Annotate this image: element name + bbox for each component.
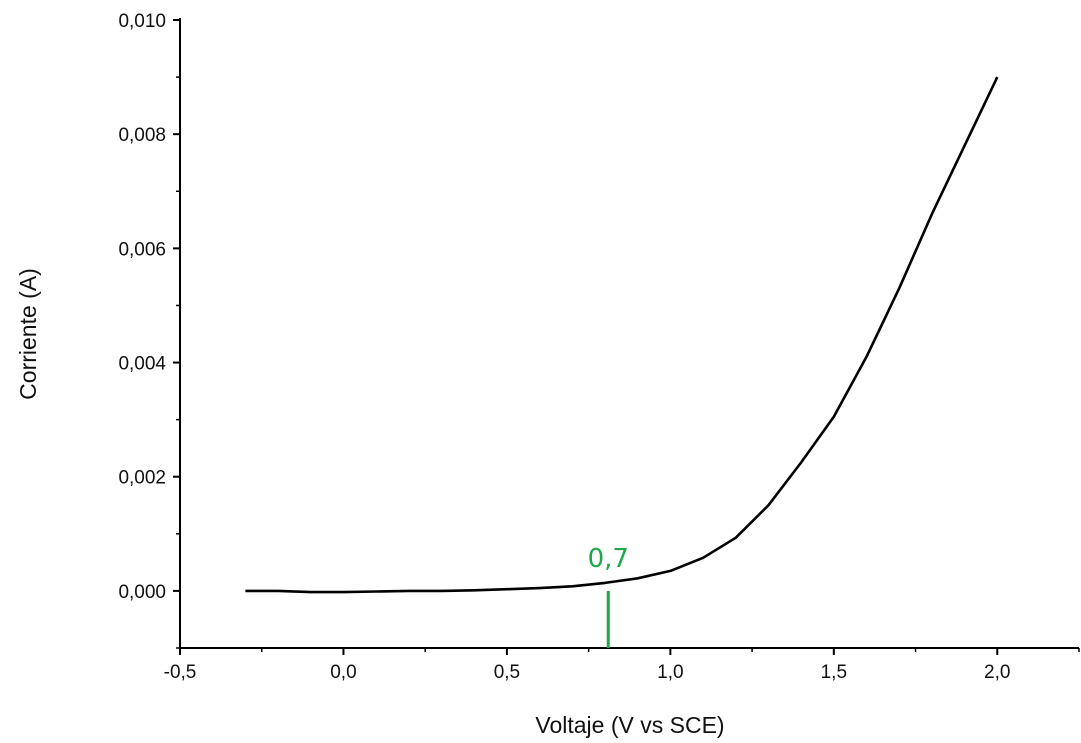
y-tick-label: 0,010 [118, 11, 166, 32]
x-tick-label: 2,0 [984, 662, 1010, 683]
y-axis-title: Corriente (A) [15, 268, 41, 400]
y-tick-label: 0,006 [118, 239, 166, 260]
x-axis-title: Voltaje (V vs SCE) [535, 712, 724, 738]
x-tick-label: 0,5 [494, 662, 520, 683]
annotation-label: 0,7 [588, 544, 629, 574]
series-layer [245, 76, 999, 594]
x-tick-label: -0,5 [164, 662, 197, 683]
y-tick-label: 0,008 [118, 125, 166, 146]
series-line [245, 76, 999, 594]
y-tick-label: 0,000 [118, 582, 166, 603]
x-tick-label: 0,0 [330, 662, 356, 683]
x-tick-label: 1,0 [657, 662, 683, 683]
y-tick-label: 0,004 [118, 354, 166, 375]
y-tick-label: 0,002 [118, 468, 166, 489]
annotation-layer: 0,7 [588, 544, 629, 648]
y-axis: 0,000 0,002 0,004 0,006 0,008 0,010 [118, 11, 181, 649]
x-axis: -0,5 0,0 0,5 1,0 1,5 2,0 [164, 647, 1080, 683]
x-tick-label: 1,5 [821, 662, 847, 683]
